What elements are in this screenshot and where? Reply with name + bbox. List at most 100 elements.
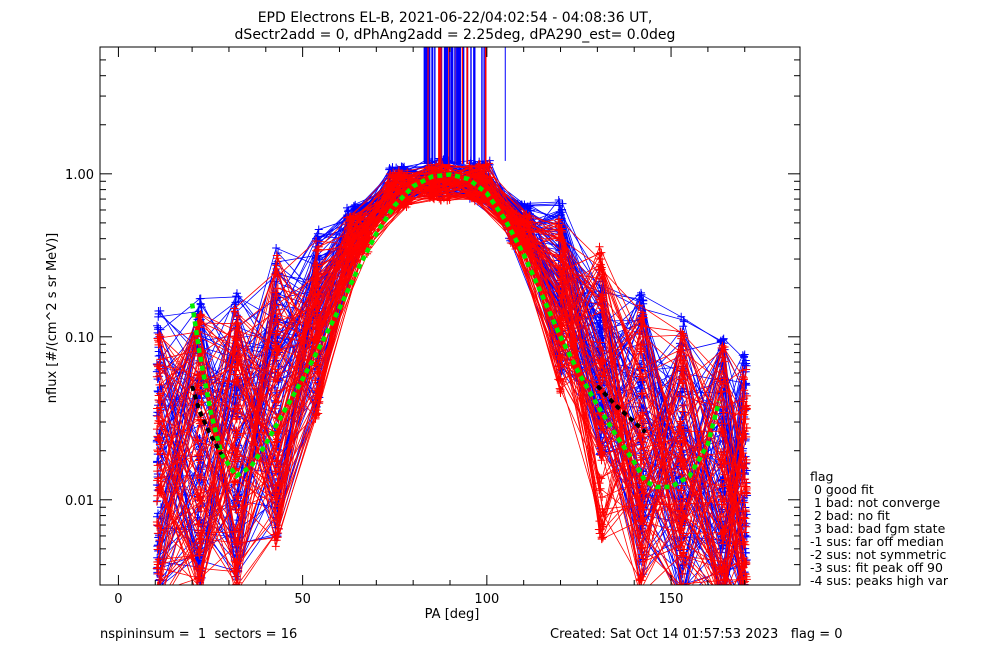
series-line — [158, 163, 748, 585]
axes: 0 50 100 150 0.01 0.10 1.00 — [65, 46, 801, 607]
series-line — [157, 171, 747, 585]
footer-right: Created: Sat Oct 14 01:57:53 2023 flag =… — [550, 627, 843, 642]
data-point — [742, 603, 750, 611]
data-point — [739, 603, 747, 611]
data-point — [155, 380, 164, 389]
data-point — [743, 584, 745, 585]
data-point — [719, 593, 727, 601]
series-line — [156, 174, 742, 585]
series-line — [158, 185, 747, 585]
legend-entry: 2 bad: no fit — [810, 508, 890, 523]
data-point — [740, 603, 748, 611]
data-point — [719, 603, 727, 611]
data-point — [741, 587, 749, 595]
data-point — [153, 362, 162, 371]
series-line — [157, 182, 742, 585]
data-point — [636, 585, 644, 593]
x-tick-label: 0 — [114, 592, 122, 607]
footer-left: nspininsum = 1 sectors = 16 — [100, 627, 298, 642]
data-point — [720, 592, 728, 600]
data-point — [234, 584, 236, 585]
data-point — [719, 603, 727, 611]
data-point — [718, 603, 726, 611]
data-point — [741, 587, 749, 595]
legend-entry: 1 bad: not converge — [810, 495, 941, 510]
data-point — [741, 603, 749, 611]
data-point — [739, 603, 747, 611]
data-point — [154, 323, 163, 332]
series-line — [157, 174, 744, 585]
data-point — [740, 603, 748, 611]
data-point — [155, 483, 164, 492]
data-point — [739, 603, 747, 611]
fit-curve — [595, 384, 647, 434]
data-point — [718, 603, 726, 611]
y-axis-label: nflux [#/(cm^2 s sr MeV)] — [45, 233, 60, 403]
data-point — [719, 587, 727, 595]
data-point — [155, 332, 164, 341]
data-point — [718, 594, 726, 602]
data-point — [719, 593, 727, 601]
y-tick-label: 0.01 — [65, 494, 94, 509]
data-point — [721, 603, 729, 611]
data-point — [717, 603, 725, 611]
data-point — [741, 389, 750, 398]
series-line — [157, 195, 744, 568]
data-point — [718, 603, 726, 611]
series-line — [160, 178, 745, 585]
data-point — [197, 592, 205, 600]
data-point — [718, 603, 726, 611]
data-point — [743, 593, 751, 601]
data-layer — [152, 47, 751, 611]
data-point — [739, 603, 747, 611]
data-point — [196, 587, 204, 595]
plot-area — [152, 47, 751, 611]
data-point — [158, 581, 160, 585]
data-point — [742, 603, 750, 611]
data-point — [195, 589, 203, 597]
data-point — [719, 591, 727, 599]
data-point — [739, 603, 747, 611]
data-point — [194, 596, 202, 604]
data-point — [742, 603, 750, 611]
legend-entry: -4 sus: peaks high var — [810, 573, 949, 588]
x-tick-label: 150 — [659, 592, 684, 607]
data-point — [154, 589, 162, 597]
fit-curve — [190, 385, 224, 456]
data-point — [743, 603, 751, 611]
data-point — [154, 307, 163, 316]
data-point — [196, 600, 204, 608]
data-point — [153, 412, 162, 421]
data-point — [717, 603, 725, 611]
data-point — [742, 596, 750, 604]
data-point — [718, 603, 726, 611]
data-point — [154, 391, 163, 400]
series-line — [157, 166, 743, 498]
series-line — [159, 177, 741, 585]
data-point — [152, 518, 161, 527]
data-point — [682, 582, 684, 585]
legend-entry: -1 sus: far off median — [810, 534, 944, 549]
chart-title: EPD Electrons EL-B, 2021-06-22/04:02:54 … — [258, 10, 653, 26]
data-point — [195, 587, 203, 595]
fit-curve — [189, 172, 722, 490]
x-axis-label: PA [deg] — [425, 607, 480, 622]
data-point — [157, 581, 159, 585]
series-line — [158, 176, 745, 571]
data-point — [742, 603, 750, 611]
data-point — [152, 372, 161, 381]
data-point — [716, 603, 724, 611]
legend-entry: -3 sus: fit peak off 90 — [810, 560, 943, 575]
series-line — [158, 161, 744, 585]
data-point — [157, 587, 165, 595]
data-point — [636, 590, 644, 598]
data-point — [742, 603, 750, 611]
data-point — [720, 591, 728, 599]
data-point — [233, 593, 241, 601]
data-point — [723, 584, 725, 585]
data-point — [234, 586, 242, 594]
data-point — [154, 447, 163, 456]
series-line — [159, 166, 746, 568]
data-point — [742, 522, 751, 531]
legend-title: flag — [810, 469, 834, 484]
